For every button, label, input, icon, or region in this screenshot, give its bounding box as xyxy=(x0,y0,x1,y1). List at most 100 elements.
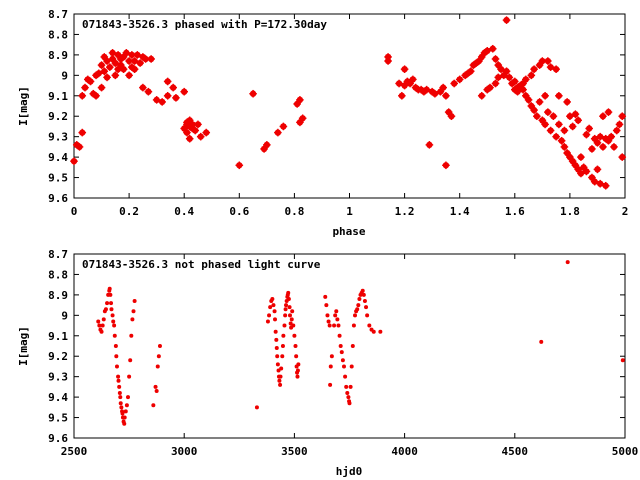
unphased-data-point xyxy=(287,313,292,318)
unphased-data-point xyxy=(131,309,136,314)
unphased-data-point xyxy=(286,290,291,295)
unphased-y-tick-label: 9.4 xyxy=(48,391,68,404)
phased-data-point xyxy=(618,153,627,161)
unphased-data-point xyxy=(294,354,299,359)
unphased-data-point xyxy=(112,333,117,338)
phased-data-point xyxy=(442,161,450,170)
phased-data-point xyxy=(610,143,618,151)
unphased-data-point xyxy=(345,391,350,396)
phased-data-point xyxy=(450,79,458,88)
unphased-data-point xyxy=(355,307,360,312)
phased-data-point xyxy=(546,126,555,135)
phased-x-tick-label: 0 xyxy=(71,205,78,218)
phased-y-tick-label: 8.7 xyxy=(48,8,68,21)
unphased-x-tick-label: 4000 xyxy=(391,445,418,458)
unphased-data-point xyxy=(130,317,135,322)
phased-x-tick-label: 1.8 xyxy=(560,205,580,218)
unphased-data-point xyxy=(120,411,125,416)
phased-data-point xyxy=(513,87,522,96)
unphased-data-point xyxy=(110,313,115,318)
unphased-data-point xyxy=(340,358,345,363)
unphased-x-tick-label: 5000 xyxy=(612,445,639,458)
phased-x-axis-title: phase xyxy=(332,225,365,238)
unphased-data-point xyxy=(361,292,366,297)
phased-data-point xyxy=(577,153,585,161)
phased-data-point xyxy=(560,143,569,151)
phased-data-point xyxy=(574,116,582,125)
phased-data-point xyxy=(552,65,560,73)
phased-data-point xyxy=(296,96,304,104)
phased-data-point xyxy=(593,165,602,174)
unphased-y-tick-label: 8.7 xyxy=(48,248,68,261)
phased-data-point xyxy=(527,71,536,80)
phased-data-point xyxy=(152,96,161,104)
phased-y-tick-label: 9.4 xyxy=(48,151,68,164)
unphased-data-point xyxy=(108,292,113,297)
unphased-data-point xyxy=(272,309,277,314)
phased-data-point xyxy=(202,128,211,137)
unphased-data-points xyxy=(96,260,625,426)
unphased-data-point xyxy=(157,344,162,348)
unphased-data-point xyxy=(328,382,333,387)
unphased-data-point xyxy=(265,319,270,324)
unphased-data-point xyxy=(273,329,278,334)
phased-data-point xyxy=(81,83,89,92)
unphased-data-point xyxy=(335,317,340,322)
phased-y-tick-label: 9.1 xyxy=(48,90,68,103)
phased-data-point xyxy=(158,98,166,106)
unphased-light-curve-chart: 2500 3000 3500 4000 4500 5000 8.7 8.8 8.9 9 9.1 9.2… xyxy=(17,248,638,478)
unphased-data-point xyxy=(327,323,332,328)
unphased-y-tick-label: 8.9 xyxy=(48,289,68,302)
phased-data-point xyxy=(103,73,111,82)
unphased-data-point xyxy=(122,415,127,420)
phased-data-point xyxy=(593,139,602,147)
unphased-data-point xyxy=(96,319,101,324)
unphased-data-point xyxy=(334,309,339,314)
unphased-data-point xyxy=(279,366,284,371)
phased-x-tick-label: 1.2 xyxy=(395,205,415,218)
unphased-data-point xyxy=(127,374,132,379)
phased-data-point xyxy=(590,177,599,186)
phased-data-point xyxy=(618,112,627,121)
phased-y-tick-label: 9.3 xyxy=(48,131,68,144)
phased-data-point xyxy=(530,106,538,114)
phased-data-point xyxy=(108,49,117,57)
phased-data-point xyxy=(604,108,613,116)
phased-data-point xyxy=(103,57,111,65)
phased-y-tick-label: 8.8 xyxy=(48,28,68,41)
phased-data-point xyxy=(555,91,563,100)
phased-data-point xyxy=(180,87,188,96)
phased-light-curve-chart: 0 0.2 0.4 0.6 0.8 1 1.2 1.4 1.6 1.8 2 8.7 8.8 8.9 9 9.1… xyxy=(17,8,628,238)
phased-y-tick-label: 9 xyxy=(61,69,68,82)
unphased-y-axis-title: I[mag] xyxy=(17,326,30,366)
phased-data-point xyxy=(544,108,552,116)
phased-y-tick-label: 8.9 xyxy=(48,49,68,62)
unphased-data-point xyxy=(273,317,278,322)
unphased-data-point xyxy=(295,368,300,373)
phased-plot-frame xyxy=(73,13,626,199)
unphased-plot-frame xyxy=(73,253,626,439)
phased-data-point xyxy=(505,73,514,82)
phased-data-point xyxy=(447,112,456,121)
phased-data-point xyxy=(582,167,591,176)
unphased-data-point xyxy=(268,305,273,310)
phased-data-point xyxy=(511,77,519,86)
phased-data-point xyxy=(274,128,282,137)
unphased-data-point xyxy=(274,346,279,351)
phased-data-point xyxy=(94,69,103,78)
unphased-data-point xyxy=(291,323,296,328)
unphased-data-point xyxy=(346,395,351,400)
unphased-data-point xyxy=(356,303,361,308)
unphased-data-point xyxy=(357,296,362,301)
phased-data-point xyxy=(541,91,549,100)
unphased-data-point xyxy=(323,294,328,299)
phased-data-point xyxy=(601,181,610,190)
phased-data-point xyxy=(568,122,577,131)
phased-data-point xyxy=(444,108,453,116)
unphased-data-point xyxy=(362,299,367,304)
unphased-data-point xyxy=(539,339,544,344)
unphased-data-point xyxy=(326,319,331,324)
unphased-data-point xyxy=(109,307,114,312)
phased-data-point xyxy=(612,126,621,135)
phased-data-point xyxy=(122,49,131,57)
